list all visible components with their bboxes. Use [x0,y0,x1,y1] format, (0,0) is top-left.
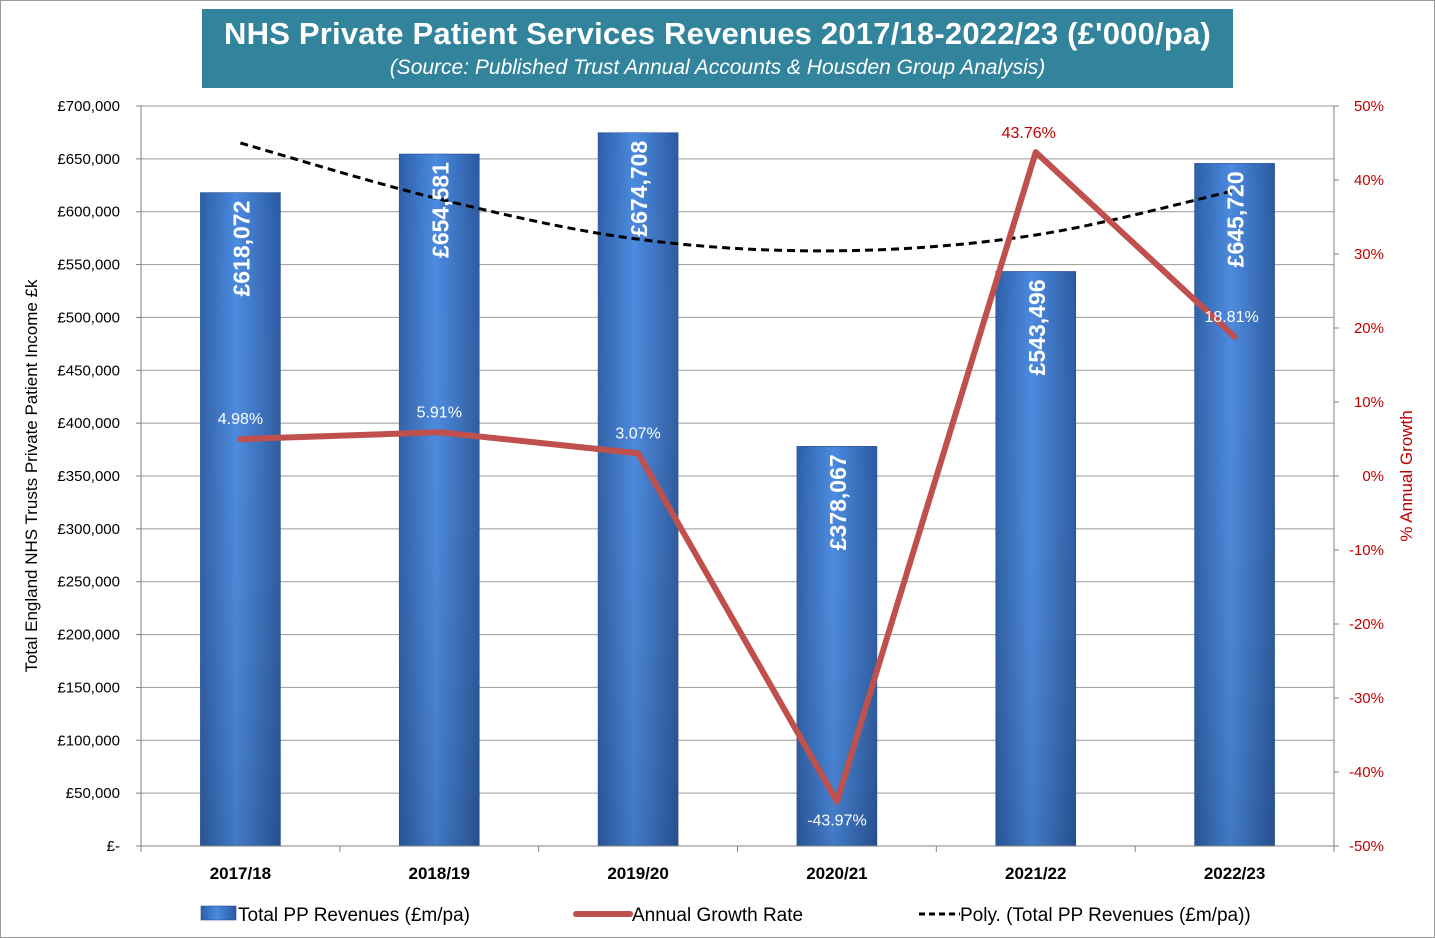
y2-tick-label: 10% [1354,394,1384,411]
x-tick-label: 2019/20 [607,864,668,883]
legend-label-growth: Annual Growth Rate [632,905,803,926]
y-tick-label: £650,000 [57,151,120,168]
x-tick-label: 2018/19 [409,864,470,883]
growth-value-label: -43.97% [807,812,867,829]
bar-value-label: £654,581 [427,162,453,258]
y-tick-label: £- [107,838,120,855]
bar-shade [200,192,281,846]
bar-value-label: £618,072 [228,201,254,297]
legend-layer: Total PP Revenues (£m/pa) Annual Growth R… [200,905,1251,926]
line-layer [237,149,1238,805]
growth-value-label: 4.98% [218,411,263,428]
legend-swatch-bars [200,905,237,921]
y-tick-label: £150,000 [57,679,120,696]
y-axis-title: Total England NHS Trusts Private Patient… [22,279,41,673]
legend-label-bars: Total PP Revenues (£m/pa) [238,905,470,926]
y2-tick-label: -20% [1349,616,1384,633]
y2-axis-title: % Annual Growth [1397,410,1416,541]
y-tick-label: £50,000 [66,785,120,802]
x-tick-label: 2021/22 [1005,864,1066,883]
bar-shade [995,271,1076,846]
legend-label-trend: Poly. (Total PP Revenues (£m/pa)) [960,905,1251,926]
bar-value-label: £378,067 [825,454,851,550]
x-tick-label: 2022/23 [1204,864,1265,883]
y-tick-label: £350,000 [57,468,120,485]
bar-shade [1194,163,1275,846]
trend-layer [240,141,1235,253]
growth-value-label: 18.81% [1204,309,1258,326]
growth-value-label: 3.07% [615,425,660,442]
y-tick-label: £200,000 [57,627,120,644]
growth-line [237,149,1238,805]
chart-subtitle: (Source: Published Trust Annual Accounts… [389,56,1046,79]
y-tick-label: £450,000 [57,362,120,379]
bars-layer [200,132,1275,847]
y2-tick-label: 30% [1354,246,1384,263]
y2-tick-label: -30% [1349,690,1384,707]
x-tick-label: 2020/21 [806,864,867,883]
y2-tick-label: -10% [1349,542,1384,559]
trendline [240,141,1235,253]
bar-value-label: £674,708 [626,141,652,237]
y-tick-label: £600,000 [57,204,120,221]
y2-tick-label: 50% [1354,98,1384,115]
y-tick-label: £100,000 [57,732,120,749]
bar-shade [399,154,480,846]
y2-tick-label: 0% [1362,468,1384,485]
y2-tick-label: -50% [1349,838,1384,855]
y-tick-label: £400,000 [57,415,120,432]
bar-value-label: £645,720 [1223,171,1249,267]
axes-layer: £- £50,000 £100,000 £150,000 £200,000 £250,00… [22,98,1416,883]
y-tick-label: £550,000 [57,257,120,274]
grid-layer [141,105,1334,794]
y-tick-label: £700,000 [57,98,120,115]
y2-tick-label: -40% [1349,764,1384,781]
y-tick-label: £300,000 [57,521,120,538]
bar-shade [796,446,877,846]
growth-value-label: 43.76% [1002,125,1056,142]
y2-tick-label: 40% [1354,172,1384,189]
labels-layer: £618,072 £654,581 £674,708 £378,067 £543,496… [218,125,1259,829]
y-tick-label: £500,000 [57,309,120,326]
bar-value-label: £543,496 [1024,279,1050,375]
y2-tick-label: 20% [1354,320,1384,337]
bar-shade [598,132,679,847]
title-box: NHS Private Patient Services Revenues 20… [202,9,1233,88]
y-tick-label: £250,000 [57,574,120,591]
x-tick-label: 2017/18 [210,864,271,883]
chart-title: NHS Private Patient Services Revenues 20… [224,16,1211,51]
growth-value-label: 5.91% [417,404,462,421]
